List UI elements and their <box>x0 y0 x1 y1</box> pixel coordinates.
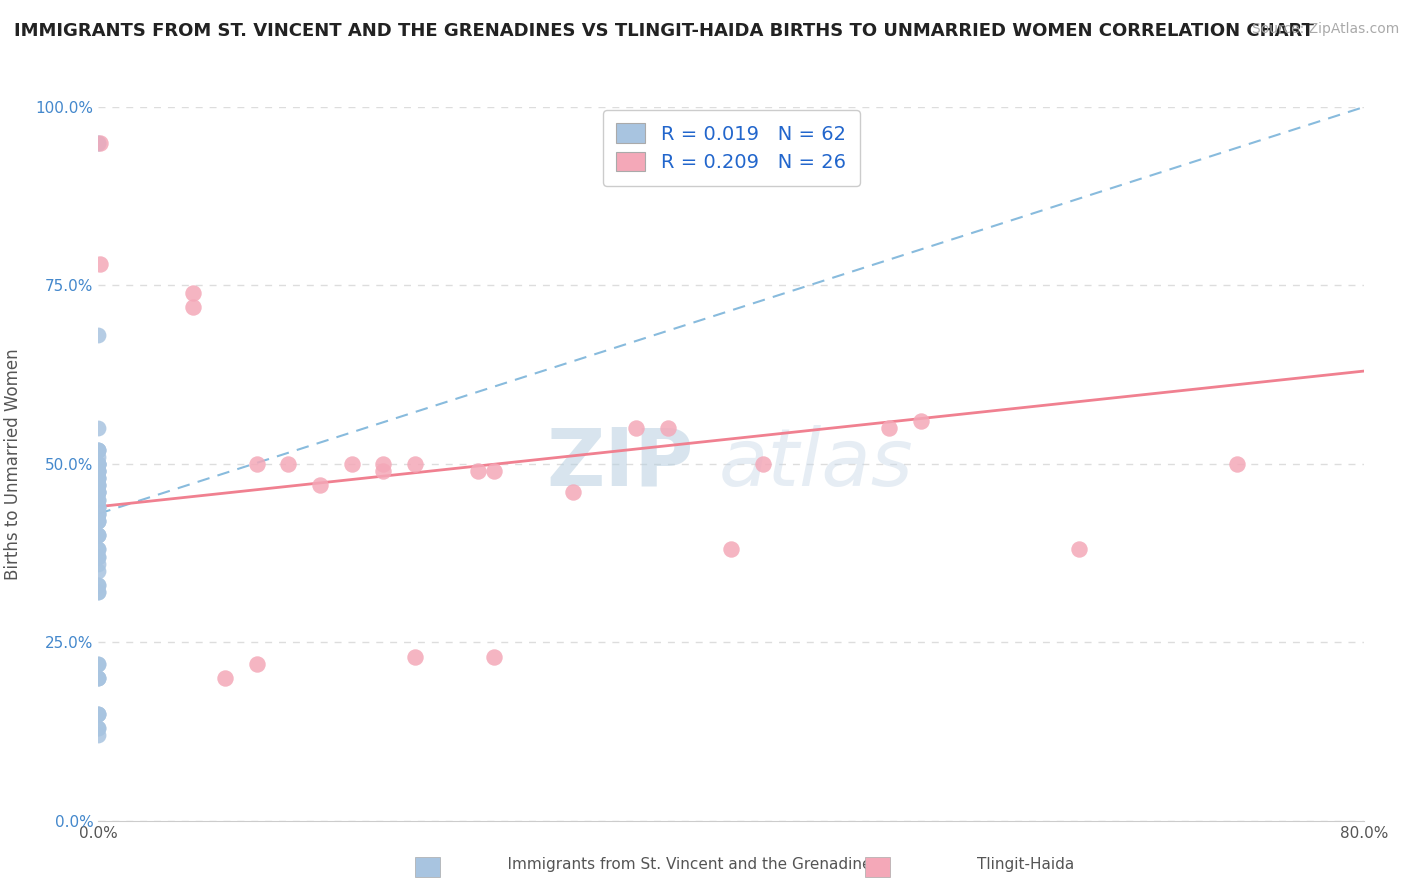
Point <box>183 300 205 314</box>
Point <box>87 657 110 671</box>
Legend: R = 0.019   N = 62, R = 0.209   N = 26: R = 0.019 N = 62, R = 0.209 N = 26 <box>603 110 859 186</box>
Point <box>404 649 426 664</box>
Point <box>87 500 110 514</box>
Point <box>246 457 269 471</box>
Point <box>87 706 110 721</box>
Point <box>87 136 110 150</box>
Text: atlas: atlas <box>718 425 914 503</box>
Point <box>277 457 299 471</box>
Point <box>87 457 110 471</box>
Point <box>87 450 110 464</box>
Point <box>87 528 110 542</box>
Point <box>1226 457 1249 471</box>
Point <box>87 671 110 685</box>
Point <box>87 721 110 735</box>
Point <box>87 507 110 521</box>
Point <box>624 421 647 435</box>
Point <box>751 457 773 471</box>
Point <box>87 578 110 592</box>
Point <box>87 485 110 500</box>
Point <box>87 549 110 564</box>
Point <box>87 485 110 500</box>
Point <box>87 457 110 471</box>
Point <box>89 136 111 150</box>
Point <box>87 657 110 671</box>
Point <box>87 328 110 343</box>
Point <box>183 285 205 300</box>
Point <box>87 507 110 521</box>
Point <box>309 478 332 492</box>
Point <box>371 464 394 478</box>
Point <box>657 421 679 435</box>
Point <box>89 257 111 271</box>
Point <box>87 471 110 485</box>
Point <box>87 671 110 685</box>
Point <box>87 485 110 500</box>
Point <box>87 471 110 485</box>
Point <box>87 542 110 557</box>
Point <box>87 585 110 599</box>
Point <box>910 414 932 428</box>
Text: Source: ZipAtlas.com: Source: ZipAtlas.com <box>1251 22 1399 37</box>
Point <box>482 464 505 478</box>
Y-axis label: Births to Unmarried Women: Births to Unmarried Women <box>4 348 21 580</box>
Point <box>87 442 110 457</box>
Point <box>87 442 110 457</box>
Point <box>720 542 742 557</box>
Point <box>87 464 110 478</box>
Point <box>482 649 505 664</box>
Text: Immigrants from St. Vincent and the Grenadines                    Tlingit-Haida: Immigrants from St. Vincent and the Gren… <box>332 857 1074 872</box>
Point <box>87 442 110 457</box>
Point <box>87 464 110 478</box>
Point <box>467 464 489 478</box>
Point <box>87 528 110 542</box>
Point <box>87 528 110 542</box>
Point <box>87 514 110 528</box>
Point <box>87 500 110 514</box>
Point <box>87 585 110 599</box>
Point <box>87 706 110 721</box>
Point <box>87 478 110 492</box>
Point <box>87 457 110 471</box>
Point <box>87 721 110 735</box>
Point <box>87 421 110 435</box>
Point <box>340 457 363 471</box>
Point <box>87 514 110 528</box>
Point <box>87 457 110 471</box>
Point <box>87 485 110 500</box>
Point <box>87 492 110 507</box>
Point <box>87 492 110 507</box>
Point <box>87 507 110 521</box>
Point <box>246 657 269 671</box>
Point <box>87 478 110 492</box>
Point <box>87 549 110 564</box>
Point <box>214 671 236 685</box>
Point <box>87 514 110 528</box>
Text: ZIP: ZIP <box>546 425 693 503</box>
Point <box>87 471 110 485</box>
Point <box>87 542 110 557</box>
Point <box>404 457 426 471</box>
Point <box>87 464 110 478</box>
Point <box>877 421 900 435</box>
Point <box>87 557 110 571</box>
Point <box>561 485 585 500</box>
Point <box>87 457 110 471</box>
Point <box>371 457 394 471</box>
Point <box>87 136 110 150</box>
Point <box>87 578 110 592</box>
Point <box>87 478 110 492</box>
Text: IMMIGRANTS FROM ST. VINCENT AND THE GRENADINES VS TLINGIT-HAIDA BIRTHS TO UNMARR: IMMIGRANTS FROM ST. VINCENT AND THE GREN… <box>14 22 1315 40</box>
Point <box>87 706 110 721</box>
Point <box>87 671 110 685</box>
Point <box>87 728 110 742</box>
Point <box>87 564 110 578</box>
Point <box>87 464 110 478</box>
Point <box>1067 542 1090 557</box>
Point <box>87 500 110 514</box>
